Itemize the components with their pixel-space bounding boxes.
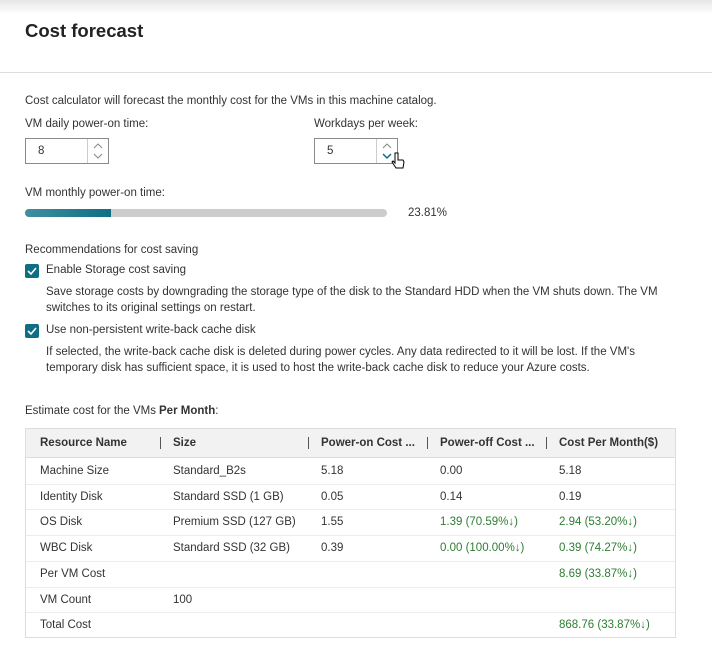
spinner[interactable]: [376, 139, 397, 163]
column-separator: [427, 437, 428, 449]
table-cell: 5.18: [559, 465, 582, 477]
table-cell: OS Disk: [40, 516, 83, 529]
row-divider: [26, 560, 675, 562]
input-value: 5: [327, 145, 334, 157]
table-cell: 868.76 (33.87%↓): [559, 619, 650, 632]
column-header: Power-on Cost ...: [321, 437, 415, 449]
checkbox[interactable]: [25, 324, 39, 338]
checkbox[interactable]: [25, 264, 39, 278]
input-label: VM daily power-on time:: [25, 118, 149, 130]
text: Per Month: [159, 405, 216, 417]
row-divider: [26, 586, 675, 588]
progress-value: 23.81%: [408, 207, 448, 219]
table-cell: 5.18: [321, 465, 344, 477]
table-cell: 0.39 (74.27%↓): [559, 542, 637, 555]
table-cell: 0.00: [440, 465, 463, 477]
column-separator: [308, 437, 309, 449]
column-header: Power-off Cost ...: [440, 437, 535, 449]
table-cell: VM Count: [40, 593, 92, 606]
column-header: Size: [173, 437, 197, 449]
table-cell: 0.14: [440, 490, 463, 503]
option-description: If selected, the write-back cache disk i…: [46, 346, 635, 374]
table-cell: 0.05: [321, 490, 344, 503]
column-header: Resource Name: [40, 437, 127, 449]
table-cell: 100: [173, 593, 193, 606]
table-cell: Standard SSD (1 GB): [173, 490, 284, 503]
progress-fill: [25, 209, 112, 217]
header-bar: [0, 0, 712, 73]
section-title: Recommendations for cost saving: [25, 244, 199, 256]
table-cell: 2.94 (53.20%↓): [559, 516, 637, 529]
description: Cost calculator will forecast the monthl…: [25, 95, 437, 107]
table-cell: 8.69 (33.87%↓): [559, 567, 637, 580]
number-input[interactable]: 5: [314, 138, 398, 164]
column-header: Cost Per Month($): [559, 437, 659, 449]
number-input[interactable]: 8: [25, 138, 109, 164]
estimate-label: Estimate cost for the VMs Per Month:: [25, 405, 218, 417]
row-divider: [26, 483, 675, 485]
table-cell: 1.55: [321, 516, 344, 529]
checkbox-label: Use non-persistent write-back cache disk: [46, 324, 256, 336]
table-cell: Per VM Cost: [40, 567, 106, 580]
table-cell: Premium SSD (127 GB): [173, 516, 296, 529]
table-cell: Standard SSD (32 GB): [173, 542, 290, 555]
table-cell: Identity Disk: [40, 490, 103, 503]
table-cell: WBC Disk: [40, 542, 93, 555]
column-separator: [546, 437, 547, 449]
cursor: [391, 152, 405, 169]
table-cell: Total Cost: [40, 619, 92, 632]
row-divider: [26, 535, 675, 537]
table-cell: 0.19: [559, 490, 582, 503]
cost-table: Resource Name Size Power-on Cost ... Power-…: [25, 428, 676, 638]
table-cell: 0.00 (100.00%↓): [440, 542, 525, 555]
option-description: Save storage costs by downgrading the st…: [46, 286, 658, 314]
column-separator: [160, 437, 161, 449]
spinner[interactable]: [87, 139, 108, 163]
progress-track: [25, 209, 387, 217]
row-divider: [26, 509, 675, 511]
table-cell: Standard_B2s: [173, 465, 246, 477]
text: :: [215, 405, 219, 417]
table-cell: 1.39 (70.59%↓): [440, 516, 518, 529]
row-divider: [26, 612, 675, 614]
table-cell: Machine Size: [40, 465, 110, 477]
progress-label: VM monthly power-on time:: [25, 187, 165, 199]
input-label: Workdays per week:: [314, 118, 418, 130]
table-cell: 0.39: [321, 542, 344, 555]
table-header: Resource Name Size Power-on Cost ... Power-…: [26, 429, 675, 458]
input-value: 8: [38, 145, 45, 157]
page-title: Cost forecast: [25, 20, 144, 41]
text: Estimate cost for the VMs: [25, 405, 157, 417]
checkbox-label: Enable Storage cost saving: [46, 264, 187, 276]
